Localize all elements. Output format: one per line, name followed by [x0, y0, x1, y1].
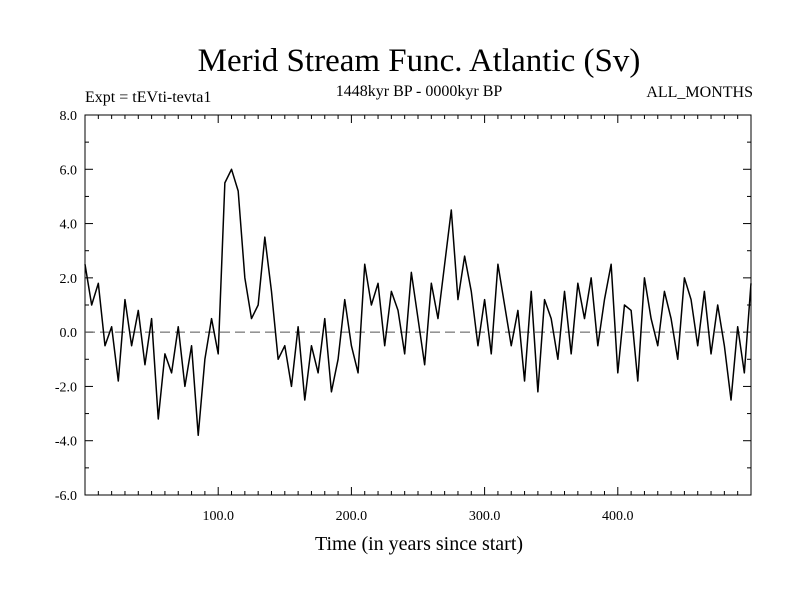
x-axis-label: Time (in years since start): [315, 533, 523, 555]
y-tick-label: -4.0: [55, 435, 77, 450]
y-tick-label: 2.0: [60, 272, 78, 287]
chart-title: Merid Stream Func. Atlantic (Sv): [198, 43, 641, 79]
plot-frame: [84, 114, 752, 496]
y-tick-label: 8.0: [60, 109, 78, 124]
y-tick-label: 6.0: [60, 163, 78, 178]
x-tick-label: 300.0: [469, 509, 501, 524]
y-tick-label: -6.0: [55, 489, 77, 504]
x-tick-label: 100.0: [202, 509, 234, 524]
chart-subtitle-right: ALL_MONTHS: [646, 84, 753, 101]
y-tick-label: -2.0: [55, 380, 77, 395]
y-tick-label: 0.0: [60, 326, 78, 341]
x-tick-label: 200.0: [336, 509, 368, 524]
x-tick-label: 400.0: [602, 509, 634, 524]
axes: -6.0 -4.0 -2.0 0.0 2.0 4.0 6.0 8.0 100.0 200.0 300…: [55, 109, 751, 524]
series-group: [84, 168, 752, 437]
y-tick-label: 4.0: [60, 218, 78, 233]
chart-subtitle-left: Expt = tEVti-tevta1: [85, 89, 211, 106]
series-line: [84, 168, 752, 437]
chart-subtitle-center: 1448kyr BP - 0000kyr BP: [336, 83, 503, 100]
